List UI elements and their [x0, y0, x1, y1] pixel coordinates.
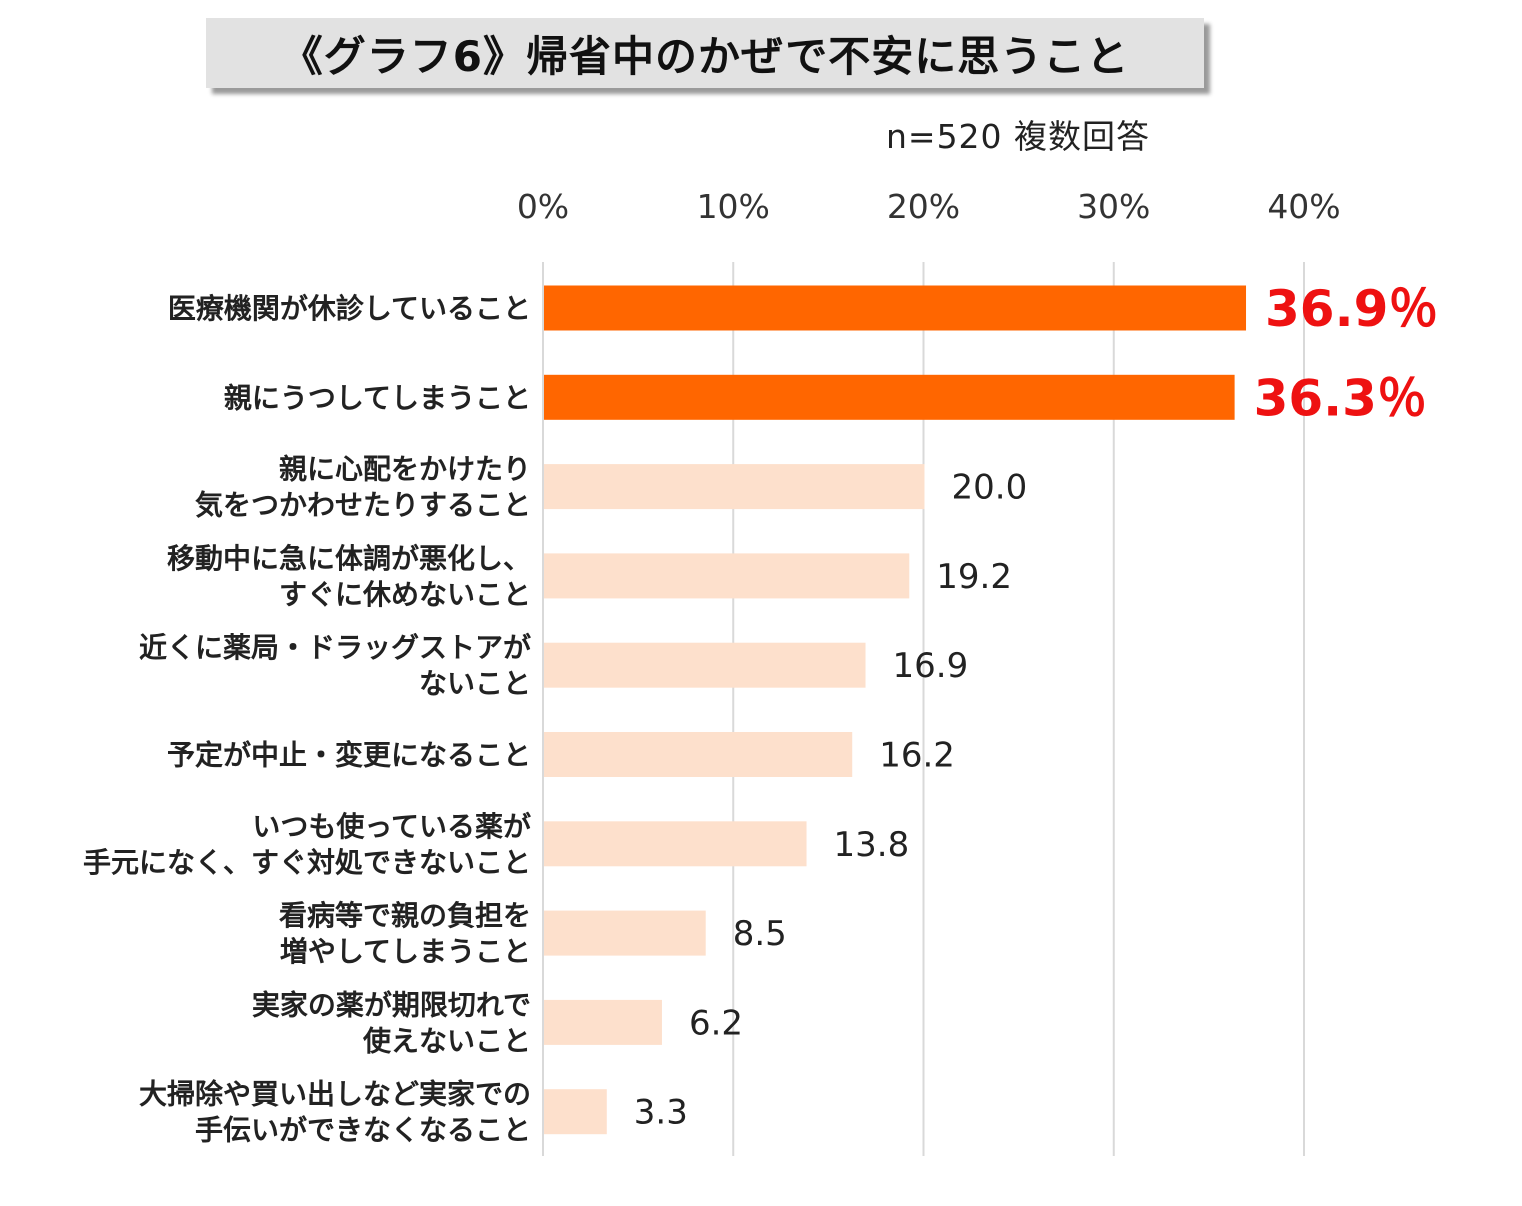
category-label: 移動中に急に体調が悪化し、: [167, 542, 531, 575]
bar: [544, 999, 662, 1045]
category-label: 看病等で親の負担を: [279, 899, 531, 932]
x-tick-label: 20%: [887, 187, 960, 226]
value-label: 3.3: [634, 1093, 688, 1133]
category-label: 使えないこと: [362, 1024, 531, 1057]
bar: [544, 553, 910, 599]
value-label: 8.5: [733, 914, 787, 954]
bar: [544, 732, 853, 777]
value-label: 16.2: [879, 736, 955, 776]
bar: [544, 642, 866, 688]
value-label: 13.8: [834, 825, 910, 865]
value-label: 6.2: [689, 1003, 743, 1043]
category-label: 手伝いができなくなること: [195, 1114, 531, 1147]
x-tick-label: 30%: [1077, 187, 1150, 226]
bar: [544, 821, 807, 867]
category-label: 大掃除や買い出しなど実家での: [139, 1078, 531, 1111]
category-label: ないこと: [419, 667, 531, 700]
category-label: 予定が中止・変更になること: [167, 739, 531, 772]
value-label: 19.2: [936, 557, 1012, 597]
value-label: 20.0: [952, 468, 1028, 508]
category-label: 親にうつしてしまうこと: [224, 381, 531, 414]
category-label: 近くに薬局・ドラッグストアが: [139, 631, 531, 664]
chart-title: 《グラフ6》帰省中のかぜで不安に思うこと: [280, 31, 1130, 81]
bar: [544, 285, 1247, 331]
value-label-highlight: 36.9％: [1265, 280, 1438, 338]
sample-note: n=520 複数回答: [886, 117, 1151, 156]
bar: [544, 464, 925, 510]
bar: [544, 374, 1235, 420]
value-label: 16.9: [893, 646, 969, 686]
category-label: すぐに休めないこと: [279, 578, 531, 611]
value-label-highlight: 36.3％: [1254, 369, 1427, 427]
category-label: 手元になく、すぐ対処できないこと: [83, 846, 531, 879]
bar: [544, 910, 706, 956]
chart-title-box: 《グラフ6》帰省中のかぜで不安に思うこと: [206, 18, 1204, 88]
category-label: 医療機関が休診していること: [168, 292, 531, 325]
category-label: 気をつかわせたりすること: [195, 489, 531, 522]
bar: [544, 1089, 607, 1135]
category-label: 親に心配をかけたり: [279, 453, 531, 486]
x-tick-label: 0%: [517, 187, 569, 226]
x-tick-label: 40%: [1267, 187, 1340, 226]
category-label: 実家の薬が期限切れで: [252, 988, 531, 1021]
x-tick-label: 10%: [697, 187, 770, 226]
category-label: 増やしてしまうこと: [280, 935, 531, 968]
category-label: いつも使っている薬が: [252, 810, 531, 843]
